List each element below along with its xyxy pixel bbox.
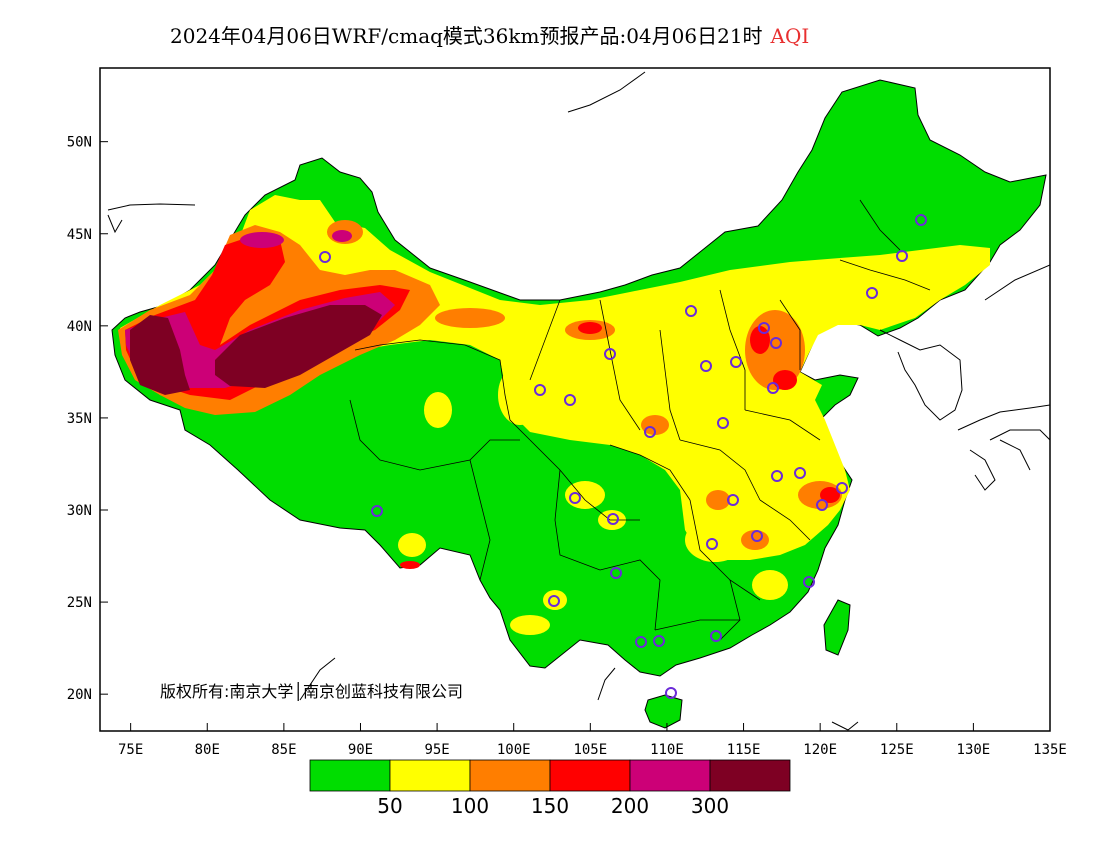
y-tick-label: 50N [67,135,92,151]
station-marker [569,492,581,504]
map-frame [99,67,1051,732]
aqi-zone-orange-patch [641,415,669,435]
legend-label: 300 [691,794,729,818]
station-marker [548,595,560,607]
y-tick-label: 45N [67,227,92,243]
x-tick-label: 90E [348,742,373,758]
aqi-zone-yellow-patch [543,590,567,610]
aqi-zone-yellow-patch [510,615,550,635]
x-tick-label: 135E [1033,742,1067,758]
station-marker [700,360,712,372]
legend-label: 200 [611,794,649,818]
x-tick-label: 120E [803,742,837,758]
x-tick-label: 75E [118,742,143,758]
station-marker [319,251,331,263]
station-marker [371,505,383,517]
station-marker [653,635,665,647]
aqi-zone-yellow-patch [424,392,452,428]
aqi-legend: 50 100 150 200 300 [309,759,791,818]
y-tick-label: 25N [67,595,92,611]
aqi-zone-yellow-patch [752,570,788,600]
province-boundaries [349,199,931,641]
aqi-zone-red-patch [400,561,420,569]
station-marker [610,567,622,579]
station-marker [644,426,656,438]
x-tick-label: 95E [424,742,449,758]
y-axis: 50N 45N 40N 35N 30N 25N 20N [67,135,108,703]
station-marker [685,305,697,317]
station-marker [727,494,739,506]
station-markers [319,214,927,699]
station-marker [771,470,783,482]
y-tick-label: 40N [67,319,92,335]
x-tick-label: 85E [271,742,296,758]
station-marker [803,576,815,588]
legend-swatch-200-300 [629,759,711,792]
station-marker [758,322,770,334]
station-marker [665,687,677,699]
y-tick-label: 30N [67,503,92,519]
taiwan-island [823,599,851,656]
station-marker [896,250,908,262]
station-marker [710,630,722,642]
hainan-island [644,694,683,729]
aqi-zone-maroon-tarim [215,305,382,388]
station-marker [730,356,742,368]
x-tick-label: 80E [195,742,220,758]
legend-label: 150 [531,794,569,818]
aqi-zone-orange-patch [435,308,505,328]
x-tick-label: 125E [880,742,914,758]
station-marker [607,513,619,525]
station-marker [836,482,848,494]
station-marker [767,382,779,394]
x-tick-label: 105E [573,742,607,758]
station-marker [534,384,546,396]
title-variable: AQI [770,24,810,48]
aqi-zone-maroon-west [130,315,190,395]
legend-swatch-100-150 [469,759,551,792]
aqi-zone-yellow-patch [498,365,542,425]
station-marker [794,467,806,479]
aqi-zone-magenta-patch [240,232,284,248]
x-tick-label: 110E [650,742,684,758]
y-tick-label: 20N [67,687,92,703]
aqi-zone-red-patch [820,487,840,503]
legend-label: 100 [451,794,489,818]
neighbor-coastlines [107,71,1050,731]
aqi-zone-yellow-patch [398,533,426,557]
station-marker [717,417,729,429]
station-marker [751,530,763,542]
legend-swatch-0-50 [309,759,391,792]
x-tick-label: 130E [957,742,991,758]
legend-swatch-150-200 [549,759,631,792]
x-axis: 75E 80E 85E 90E 95E 100E 105E 110E 115E 120E 125E 1… [118,723,1067,758]
x-tick-label: 100E [497,742,531,758]
station-marker [635,636,647,648]
aqi-zone-red-patch [773,370,797,390]
legend-swatch->300 [709,759,791,792]
aqi-zone-magenta-patch [332,230,352,242]
station-marker [604,348,616,360]
station-marker [706,538,718,550]
legend-label: 50 [377,794,402,818]
copyright-text: 版权所有:南京大学│南京创蓝科技有限公司 [160,681,463,701]
station-marker [866,287,878,299]
aqi-zone-red-patch [578,322,602,334]
legend-swatch-50-100 [389,759,471,792]
station-marker [816,499,828,511]
x-tick-label: 115E [727,742,761,758]
station-marker [915,214,927,226]
aqi-zone-orange-patch [706,490,730,510]
station-marker [564,394,576,406]
y-tick-label: 35N [67,411,92,427]
map-title: 2024年04月06日WRF/cmaq模式36km预报产品:04月06日21时 A… [170,20,809,49]
title-text: 2024年04月06日WRF/cmaq模式36km预报产品:04月06日21时 [170,24,763,48]
map-plot [107,71,1050,731]
station-marker [770,337,782,349]
